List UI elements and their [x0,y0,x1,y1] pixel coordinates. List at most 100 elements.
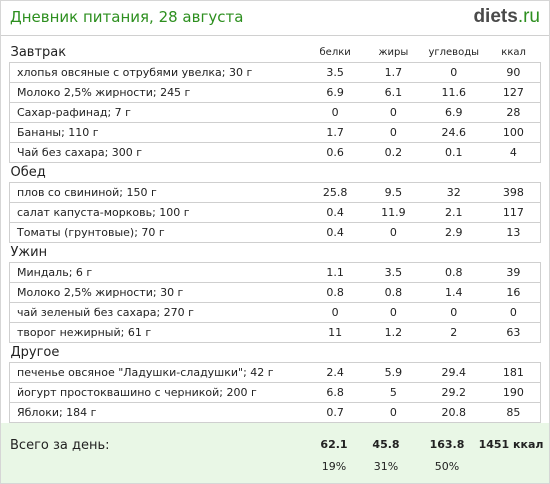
protein-value: 0.7 [304,402,367,423]
food-name: хлопья овсяные с отрубями увелка; 30 г [9,62,305,83]
column-header [421,243,487,263]
site-logo[interactable]: diets.ru [473,6,540,28]
column-header: белки [319,47,351,58]
protein-value: 0 [304,302,367,323]
food-name: Бананы; 110 г [9,122,305,143]
carbs-value: 0.1 [420,142,487,163]
fat-value: 0 [366,102,421,123]
food-name: Яблоки; 184 г [9,402,305,423]
food-row[interactable]: Миндаль; 6 г 1.1 3.5 0.8 39 [9,262,541,283]
food-row[interactable]: творог нежирный; 61 г 11 1.2 2 63 [9,322,541,343]
food-row[interactable]: Молоко 2,5% жирности; 245 г 6.9 6.1 11.6 127 [9,82,541,103]
food-name: Сахар-рафинад; 7 г [9,102,305,123]
carbs-value: 24.6 [420,122,487,143]
carbs-value: 32 [420,182,487,203]
protein-value: 0 [304,102,367,123]
column-header [487,343,541,363]
column-header: углеводы [428,47,480,58]
kcal-value: 85 [486,402,541,423]
kcal-value: 39 [486,262,541,283]
fat-value: 0 [366,302,421,323]
fat-value: 0 [366,122,421,143]
daily-totals: Всего за день: 62.1 45.8 163.8 1451 ккал… [1,423,549,483]
food-row[interactable]: салат капуста-морковь; 100 г 0.4 11.9 2.1 11… [9,202,541,223]
carbs-value: 11.6 [420,82,487,103]
protein-value: 0.6 [304,142,367,163]
food-row[interactable]: хлопья овсяные с отрубями увелка; 30 г 3.… [9,62,541,83]
total-fat: 45.8 [372,438,400,451]
protein-value: 2.4 [304,362,367,383]
food-name: Молоко 2,5% жирности; 30 г [9,282,305,303]
food-name: творог нежирный; 61 г [9,322,305,343]
meal-section-header: Другое [10,343,541,363]
column-header [421,343,487,363]
food-row[interactable]: йогурт простоквашино с черникой; 200 г 6.… [9,382,541,403]
carbs-value: 29.2 [420,382,487,403]
total-protein: 62.1 [320,438,348,451]
fat-value: 0 [366,402,421,423]
kcal-value: 16 [486,282,541,303]
protein-value: 0.4 [304,222,367,243]
fat-value: 0 [366,222,421,243]
food-name: плов со свининой; 150 г [9,182,305,203]
food-row[interactable]: Яблоки; 184 г 0.7 0 20.8 85 [9,402,541,423]
food-name: Чай без сахара; 300 г [9,142,305,163]
meal-name: Завтрак [10,45,67,60]
kcal-value: 190 [486,382,541,403]
kcal-value: 13 [486,222,541,243]
food-row[interactable]: плов со свининой; 150 г 25.8 9.5 32 398 [9,182,541,203]
food-row[interactable]: Чай без сахара; 300 г 0.6 0.2 0.1 4 [9,142,541,163]
logo-brand: diets [473,6,518,27]
carbs-value: 6.9 [420,102,487,123]
column-header [304,163,366,183]
food-name: Миндаль; 6 г [9,262,305,283]
kcal-value: 0 [486,302,541,323]
food-row[interactable]: Бананы; 110 г 1.7 0 24.6 100 [9,122,541,143]
kcal-value: 90 [486,62,541,83]
kcal-value: 398 [486,182,541,203]
column-header [366,163,421,183]
carbs-value: 0.8 [420,262,487,283]
carbs-value: 0 [420,302,487,323]
fat-value: 0.2 [366,142,421,163]
food-name: печенье овсяное "Ладушки-сладушки"; 42 г [9,362,305,383]
fat-value: 6.1 [366,82,421,103]
header-divider [1,35,549,36]
food-row[interactable]: печенье овсяное "Ладушки-сладушки"; 42 г… [9,362,541,383]
logo-tld: .ru [517,6,540,27]
meal-name: Обед [10,165,46,180]
fat-value: 1.7 [366,62,421,83]
column-header [304,243,366,263]
totals-label: Всего за день: [10,438,110,453]
column-header [304,343,366,363]
column-header [487,243,541,263]
meal-section-header: Завтрак белки жиры углеводы ккал [10,43,541,63]
carbs-percent: 50% [434,460,460,473]
kcal-value: 28 [486,102,541,123]
food-row[interactable]: Сахар-рафинад; 7 г 0 0 6.9 28 [9,102,541,123]
total-carbs: 163.8 [429,438,465,451]
meal-section-header: Обед [10,163,541,183]
diary-table: Завтрак белки жиры углеводы ккал хлопья овсян… [9,43,541,423]
total-kcal: 1451 ккал [478,438,544,451]
protein-percent: 19% [321,460,347,473]
kcal-value: 63 [486,322,541,343]
column-header: жиры [378,47,409,58]
fat-value: 5.9 [366,362,421,383]
protein-value: 0.8 [304,282,367,303]
meal-name: Другое [10,345,60,360]
food-row[interactable]: Томаты (грунтовые); 70 г 0.4 0 2.9 13 [9,222,541,243]
fat-value: 0.8 [366,282,421,303]
column-header [366,243,421,263]
fat-value: 9.5 [366,182,421,203]
food-name: чай зеленый без сахара; 270 г [9,302,305,323]
fat-value: 11.9 [366,202,421,223]
column-header [487,163,541,183]
page-title: Дневник питания, 28 августа [10,8,244,26]
column-header [421,163,487,183]
carbs-value: 2.1 [420,202,487,223]
kcal-value: 127 [486,82,541,103]
food-row[interactable]: Молоко 2,5% жирности; 30 г 0.8 0.8 1.4 16 [9,282,541,303]
